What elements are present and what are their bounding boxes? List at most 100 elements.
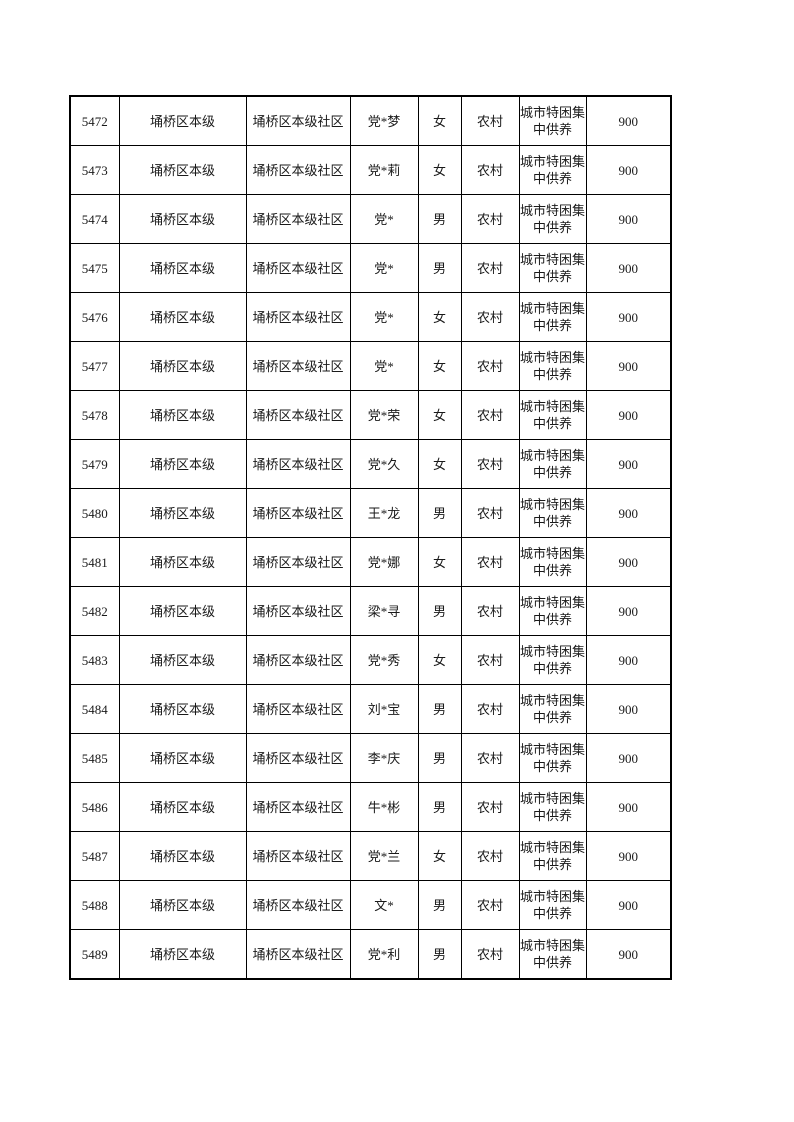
table-row: 5472 埇桥区本级 埇桥区本级社区 党*梦女农村 城市特困集中供养 900	[69, 95, 672, 146]
cell-residence: 农村	[460, 684, 520, 734]
cell-residence: 农村	[460, 831, 520, 881]
cell-name: 党*久	[349, 439, 419, 489]
cell-amount: 900	[585, 929, 672, 980]
cell-seq: 5486	[69, 782, 120, 832]
cell-name: 党*莉	[349, 145, 419, 195]
table-row: 5487 埇桥区本级 埇桥区本级社区 党*兰女农村 城市特困集中供养 900	[69, 831, 672, 881]
cell-residence: 农村	[460, 243, 520, 293]
cell-region: 埇桥区本级	[118, 243, 247, 293]
cell-name: 党*兰	[349, 831, 419, 881]
cell-residence: 农村	[460, 439, 520, 489]
cell-seq: 5479	[69, 439, 120, 489]
cell-support_type: 城市特困集中供养	[518, 537, 587, 587]
cell-residence: 农村	[460, 537, 520, 587]
cell-amount: 900	[585, 292, 672, 342]
cell-region: 埇桥区本级	[118, 929, 247, 980]
cell-residence: 农村	[460, 145, 520, 195]
cell-seq: 5484	[69, 684, 120, 734]
cell-region: 埇桥区本级	[118, 341, 247, 391]
cell-gender: 男	[417, 684, 462, 734]
cell-name: 党*利	[349, 929, 419, 980]
cell-region: 埇桥区本级	[118, 733, 247, 783]
cell-amount: 900	[585, 243, 672, 293]
cell-gender: 男	[417, 488, 462, 538]
cell-name: 梁*寻	[349, 586, 419, 636]
cell-residence: 农村	[460, 341, 520, 391]
cell-gender: 男	[417, 586, 462, 636]
cell-name: 党*荣	[349, 390, 419, 440]
cell-seq: 5482	[69, 586, 120, 636]
cell-community: 埇桥区本级社区	[245, 390, 351, 440]
cell-community: 埇桥区本级社区	[245, 733, 351, 783]
cell-support_type: 城市特困集中供养	[518, 929, 587, 980]
cell-support_type: 城市特困集中供养	[518, 488, 587, 538]
table-row: 5475 埇桥区本级 埇桥区本级社区 党* 男农村 城市特困集中供养 900	[69, 243, 672, 293]
cell-community: 埇桥区本级社区	[245, 684, 351, 734]
cell-amount: 900	[585, 537, 672, 587]
table-row: 5484 埇桥区本级 埇桥区本级社区 刘*宝男农村 城市特困集中供养 900	[69, 684, 672, 734]
cell-gender: 女	[417, 537, 462, 587]
cell-gender: 男	[417, 929, 462, 980]
table-row: 5473 埇桥区本级 埇桥区本级社区 党*莉女农村 城市特困集中供养 900	[69, 145, 672, 195]
table-row: 5488 埇桥区本级 埇桥区本级社区 文* 男农村 城市特困集中供养 900	[69, 880, 672, 930]
cell-name: 文*	[349, 880, 419, 930]
table-row: 5476 埇桥区本级 埇桥区本级社区 党* 女农村 城市特困集中供养 900	[69, 292, 672, 342]
cell-support_type: 城市特困集中供养	[518, 390, 587, 440]
cell-name: 牛*彬	[349, 782, 419, 832]
cell-residence: 农村	[460, 880, 520, 930]
cell-gender: 男	[417, 194, 462, 244]
cell-region: 埇桥区本级	[118, 880, 247, 930]
cell-support_type: 城市特困集中供养	[518, 586, 587, 636]
cell-community: 埇桥区本级社区	[245, 488, 351, 538]
cell-amount: 900	[585, 733, 672, 783]
cell-community: 埇桥区本级社区	[245, 292, 351, 342]
cell-name: 党*梦	[349, 95, 419, 146]
cell-support_type: 城市特困集中供养	[518, 880, 587, 930]
cell-community: 埇桥区本级社区	[245, 95, 351, 146]
cell-gender: 女	[417, 145, 462, 195]
cell-community: 埇桥区本级社区	[245, 537, 351, 587]
cell-amount: 900	[585, 145, 672, 195]
cell-gender: 男	[417, 880, 462, 930]
cell-community: 埇桥区本级社区	[245, 243, 351, 293]
cell-seq: 5485	[69, 733, 120, 783]
cell-residence: 农村	[460, 635, 520, 685]
cell-seq: 5472	[69, 95, 120, 146]
cell-residence: 农村	[460, 929, 520, 980]
cell-region: 埇桥区本级	[118, 537, 247, 587]
cell-support_type: 城市特困集中供养	[518, 145, 587, 195]
table-row: 5486 埇桥区本级 埇桥区本级社区 牛*彬男农村 城市特困集中供养 900	[69, 782, 672, 832]
cell-residence: 农村	[460, 733, 520, 783]
cell-gender: 女	[417, 439, 462, 489]
cell-support_type: 城市特困集中供养	[518, 439, 587, 489]
cell-seq: 5476	[69, 292, 120, 342]
cell-residence: 农村	[460, 782, 520, 832]
table-row: 5480 埇桥区本级 埇桥区本级社区 王*龙男农村 城市特困集中供养 900	[69, 488, 672, 538]
cell-seq: 5487	[69, 831, 120, 881]
cell-support_type: 城市特困集中供养	[518, 341, 587, 391]
cell-gender: 女	[417, 635, 462, 685]
table-row: 5482 埇桥区本级 埇桥区本级社区 梁*寻男农村 城市特困集中供养 900	[69, 586, 672, 636]
cell-support_type: 城市特困集中供养	[518, 292, 587, 342]
cell-support_type: 城市特困集中供养	[518, 243, 587, 293]
cell-region: 埇桥区本级	[118, 488, 247, 538]
cell-residence: 农村	[460, 390, 520, 440]
cell-region: 埇桥区本级	[118, 439, 247, 489]
table-row: 5483 埇桥区本级 埇桥区本级社区 党*秀女农村 城市特困集中供养 900	[69, 635, 672, 685]
cell-community: 埇桥区本级社区	[245, 635, 351, 685]
cell-gender: 女	[417, 341, 462, 391]
cell-seq: 5475	[69, 243, 120, 293]
cell-amount: 900	[585, 488, 672, 538]
cell-seq: 5488	[69, 880, 120, 930]
cell-community: 埇桥区本级社区	[245, 341, 351, 391]
cell-region: 埇桥区本级	[118, 831, 247, 881]
cell-gender: 女	[417, 390, 462, 440]
cell-name: 党*娜	[349, 537, 419, 587]
cell-region: 埇桥区本级	[118, 145, 247, 195]
cell-region: 埇桥区本级	[118, 390, 247, 440]
cell-residence: 农村	[460, 488, 520, 538]
cell-name: 王*龙	[349, 488, 419, 538]
cell-support_type: 城市特困集中供养	[518, 684, 587, 734]
cell-amount: 900	[585, 880, 672, 930]
cell-community: 埇桥区本级社区	[245, 782, 351, 832]
